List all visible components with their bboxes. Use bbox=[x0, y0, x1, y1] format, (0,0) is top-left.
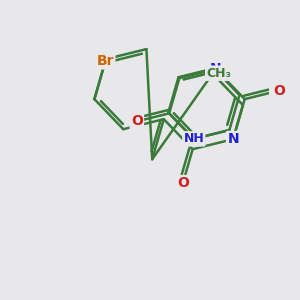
Text: NH: NH bbox=[183, 132, 204, 146]
Text: O: O bbox=[273, 84, 285, 98]
Text: O: O bbox=[177, 176, 189, 190]
Text: O: O bbox=[131, 114, 143, 128]
Text: Br: Br bbox=[97, 54, 114, 68]
Text: N: N bbox=[210, 62, 222, 76]
Text: CH₃: CH₃ bbox=[206, 67, 231, 80]
Text: N: N bbox=[227, 132, 239, 146]
